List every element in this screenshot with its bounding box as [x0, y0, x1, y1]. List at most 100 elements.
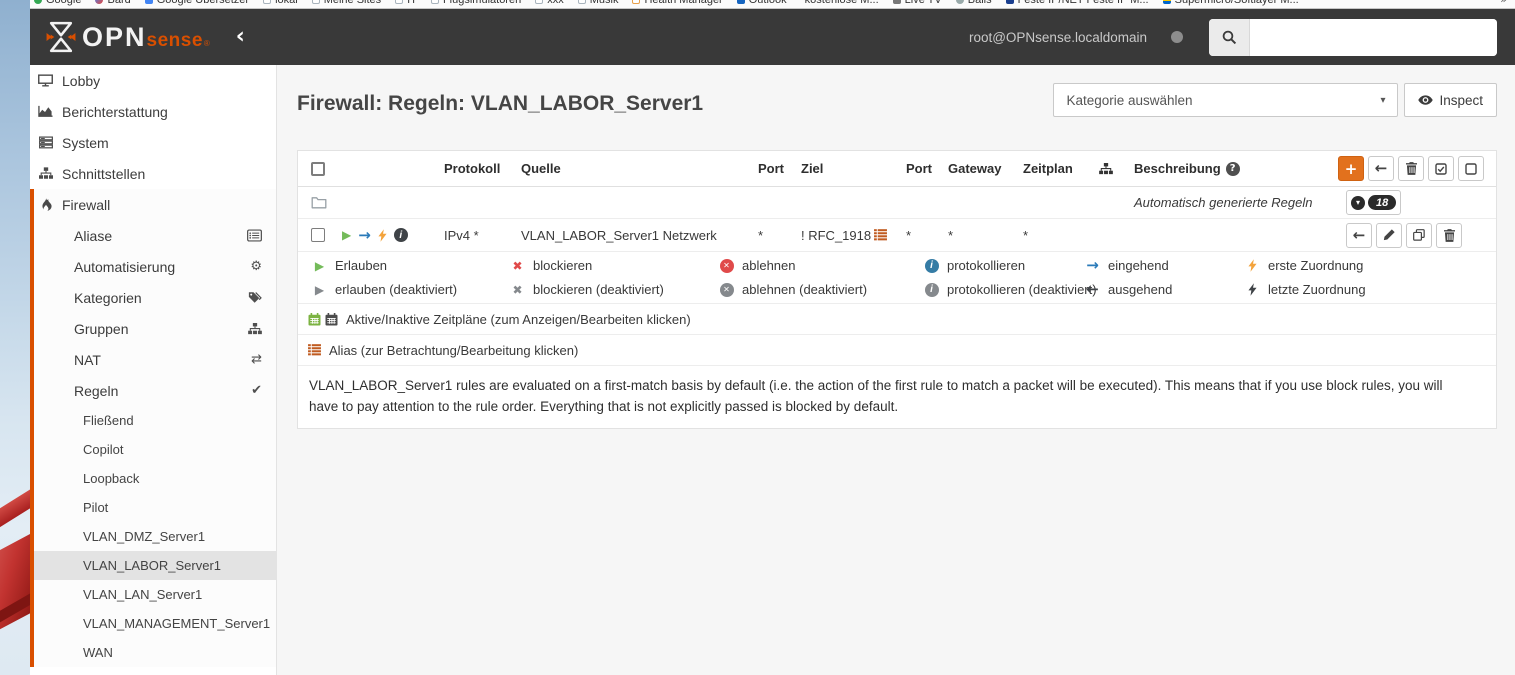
schedules-note-label: Aktive/Inaktive Zeitpläne (zum Anzeigen/… [346, 311, 691, 327]
head-controls: Kategorie auswählen ▾ Inspect [1053, 83, 1497, 117]
bookmark-item[interactable]: Google Übersetzer [144, 0, 249, 6]
bookmark-item[interactable]: Feste IP/NET Feste IP M... [1005, 0, 1149, 6]
sidebar-item-vlan-labor-server1[interactable]: VLAN_LABOR_Server1 [34, 551, 276, 580]
reject-disabled-icon: ✕ [719, 282, 734, 297]
tv-icon [892, 0, 901, 4]
bookmark-item[interactable]: kostenlose M... [801, 0, 879, 6]
folder-icon[interactable] [311, 196, 327, 209]
move-selected-button[interactable]: ← [1368, 156, 1394, 181]
sidebar-item-aliase[interactable]: Aliase [34, 220, 276, 251]
search-input[interactable] [1250, 18, 1497, 56]
sidebar-item-label: Automatisierung [74, 258, 176, 275]
trash-icon [1443, 228, 1455, 242]
health-manager-icon [632, 0, 641, 4]
last-match-icon [1245, 283, 1260, 296]
sidebar-item-loopback[interactable]: Loopback [34, 464, 276, 493]
inspect-button[interactable]: Inspect [1404, 83, 1497, 117]
bookmark-item[interactable]: Flugsimulatoren [430, 0, 521, 6]
legend-item: ← ausgehend [1085, 279, 1245, 300]
rule-checkbox[interactable] [311, 228, 325, 242]
sidebar-item-berichterstattung[interactable]: Berichterstattung [30, 96, 276, 127]
bookmark-item[interactable]: Google [34, 0, 81, 6]
sidebar-item-vlan-management-server1[interactable]: VLAN_MANAGEMENT_Server1 [34, 609, 276, 638]
sidebar-item-nat[interactable]: NAT ⇄ [34, 344, 276, 375]
desktop-icon [38, 74, 53, 87]
direction-in-icon: → [1086, 256, 1099, 274]
sidebar-item-automatisierung[interactable]: Automatisierung ⚙ [34, 251, 276, 282]
bookmark-item[interactable]: Bard [95, 0, 131, 6]
rule-destination: ! RFC_1918 [801, 227, 872, 243]
help-icon[interactable]: ? [1225, 161, 1240, 176]
bookmark-item[interactable]: Balls [955, 0, 992, 6]
legend-label: Erlauben [335, 258, 388, 273]
toggle-selected-button[interactable] [1428, 156, 1454, 181]
legend-label: protokollieren (deaktiviert) [947, 282, 1097, 297]
sidebar-item-copilot[interactable]: Copilot [34, 435, 276, 464]
sidebar-item-kategorien[interactable]: Kategorien [34, 282, 276, 313]
legend-label: erste Zuordnung [1268, 258, 1364, 273]
legend-item: ▶ erlauben (deaktiviert) [312, 279, 510, 300]
bookmark-item[interactable]: IT [395, 0, 417, 6]
bookmark-item[interactable]: lokal [263, 0, 298, 6]
search-icon[interactable] [1209, 18, 1250, 56]
eye-icon [1418, 95, 1434, 105]
add-rule-button[interactable]: + [1338, 156, 1364, 181]
sidebar-item-label: Lobby [62, 72, 101, 89]
tags-icon [248, 291, 262, 304]
sidebar-item-system[interactable]: System [30, 127, 276, 158]
calendar-inactive-icon [325, 312, 338, 326]
sidebar-item-fliessend[interactable]: Fließend [34, 406, 276, 435]
log-icon: i [393, 228, 408, 242]
sidebar-item-firewall[interactable]: Firewall [34, 189, 276, 220]
folder-icon [395, 0, 404, 4]
rule-row: ▶ → i IPv4 * VLAN_LABOR_Server1 Netzwerk… [298, 219, 1496, 252]
alias-list-icon[interactable] [874, 229, 888, 241]
sidebar-item-schnittstellen[interactable]: Schnittstellen [30, 158, 276, 189]
bookmark-item[interactable]: Health Manager [632, 0, 723, 6]
logo-opn: OPN [82, 22, 147, 52]
schedules-note-row[interactable]: Aktive/Inaktive Zeitpläne (zum Anzeigen/… [298, 304, 1496, 335]
delete-selected-button[interactable] [1398, 156, 1424, 181]
pass-disabled-icon: ▶ [314, 282, 325, 297]
edit-rule-button[interactable] [1376, 222, 1402, 248]
legend-label: protokollieren [947, 258, 1026, 273]
sidebar-item-pilot[interactable]: Pilot [34, 493, 276, 522]
legend-label: ausgehend [1108, 282, 1173, 297]
bookmark-item[interactable]: xxx [535, 0, 564, 6]
expand-auto-rules-button[interactable]: ▾ 18 [1346, 190, 1402, 215]
delete-rule-button[interactable] [1436, 222, 1462, 248]
untoggle-selected-button[interactable] [1458, 156, 1484, 181]
category-select[interactable]: Kategorie auswählen ▾ [1053, 83, 1399, 117]
sidebar-item-label: Aliase [74, 227, 113, 244]
bookmark-item[interactable]: Live TV [892, 0, 942, 6]
sidebar-item-lobby[interactable]: Lobby [30, 65, 276, 96]
legend-label: ablehnen [742, 258, 796, 273]
sidebar-collapse-button[interactable]: ‹ [235, 24, 245, 49]
logo-sense: sense [146, 30, 203, 51]
sidebar-item-wan[interactable]: WAN [34, 638, 276, 667]
sidebar-item-regeln[interactable]: Regeln ✔ [34, 375, 276, 406]
move-rule-button[interactable]: ← [1346, 222, 1372, 248]
bookmark-item[interactable]: Meine Sites [311, 0, 381, 6]
clone-rule-button[interactable] [1406, 222, 1432, 248]
bookmark-item[interactable]: Supermicro/Softlayer M... [1162, 0, 1299, 6]
select-all-checkbox[interactable] [311, 161, 325, 176]
rules-evaluation-text: VLAN_LABOR_Server1 rules are evaluated o… [309, 378, 1443, 414]
logged-in-user[interactable]: root@OPNsense.localdomain [968, 29, 1147, 45]
bookmarks-overflow-chevron[interactable]: » [1500, 0, 1507, 6]
translate-icon [144, 0, 153, 4]
sidebar-item-label: Copilot [83, 442, 124, 457]
sidebar-item-label: Fließend [83, 413, 134, 428]
reject-icon: ✕ [719, 258, 734, 273]
sidebar-item-gruppen[interactable]: Gruppen [34, 313, 276, 344]
clone-icon [1413, 229, 1425, 241]
col-ziel: Ziel [801, 161, 824, 176]
bookmark-item[interactable]: Musik [577, 0, 618, 6]
sidebar-item-vlan-dmz-server1[interactable]: VLAN_DMZ_Server1 [34, 522, 276, 551]
folder-icon [577, 0, 586, 4]
bookmark-item[interactable]: Outlook [736, 0, 787, 6]
alias-note-row[interactable]: Alias (zur Betrachtung/Bearbeitung klick… [298, 335, 1496, 366]
sidebar-item-vlan-lan-server1[interactable]: VLAN_LAN_Server1 [34, 580, 276, 609]
col-beschreibung: Beschreibung [1134, 161, 1221, 176]
sidebar-item-label: VLAN_MANAGEMENT_Server1 [83, 616, 271, 631]
